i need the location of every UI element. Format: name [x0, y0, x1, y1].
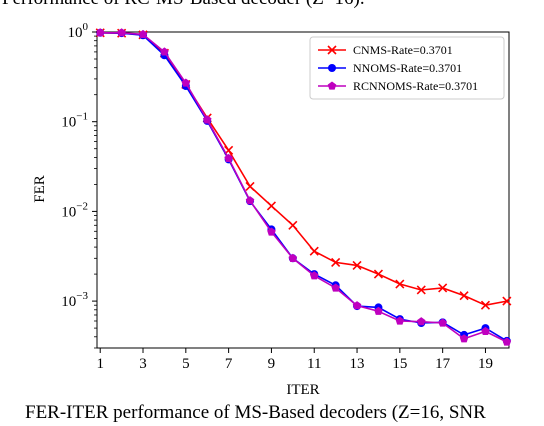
data-point [160, 47, 169, 56]
data-point [331, 283, 340, 292]
data-point [245, 181, 255, 191]
y-tick-label: 10−1 [61, 111, 88, 131]
data-point [481, 326, 490, 335]
x-tick-label: 5 [182, 356, 190, 372]
legend: CNMS-Rate=0.3701 NNOMS-Rate=0.3701 RCNNOMS… [309, 36, 505, 100]
data-point [95, 28, 105, 37]
data-point [373, 269, 384, 279]
data-point [138, 29, 148, 39]
legend-label: NNOMS-Rate=0.3701 [353, 61, 462, 75]
data-point [395, 279, 405, 289]
data-point [438, 318, 447, 327]
data-point [288, 253, 298, 262]
x-tick-label: 9 [268, 356, 276, 372]
series-3 [95, 28, 512, 346]
legend-entry: CNMS-Rate=0.3701 [318, 43, 453, 57]
legend-label: CNMS-Rate=0.3701 [353, 43, 453, 57]
legend-box [309, 36, 505, 100]
data-point [267, 227, 276, 236]
legend-label: RCNNOMS-Rate=0.3701 [353, 79, 478, 93]
x-tick-label: 3 [139, 356, 147, 372]
data-point [502, 296, 512, 306]
data-point [438, 283, 448, 293]
data-point [416, 317, 426, 326]
data-point [245, 196, 255, 205]
data-point [309, 271, 319, 280]
data-point [416, 285, 426, 295]
x-tick-label: 11 [307, 356, 321, 372]
y-tick-label: 10−3 [61, 290, 88, 310]
legend-entry: RCNNOMS-Rate=0.3701 [318, 79, 478, 93]
data-point [352, 301, 362, 310]
data-point [502, 337, 512, 346]
data-point [266, 201, 276, 211]
y-axis-label: FER [32, 175, 48, 203]
data-point [181, 78, 191, 87]
x-axis-label: ITER [286, 382, 319, 398]
x-tick-label: 1 [96, 356, 104, 372]
data-point [224, 153, 233, 163]
legend-entry: NNOMS-Rate=0.3701 [318, 61, 462, 75]
data-point [395, 316, 405, 325]
data-point [117, 28, 126, 37]
legend-marker [327, 45, 337, 55]
x-tick-label: 17 [435, 356, 451, 372]
legend-marker [327, 81, 337, 90]
x-tick-label: 15 [392, 356, 407, 372]
data-point [202, 115, 212, 124]
data-point [288, 220, 298, 230]
figure-caption-top: Performance of RC-MS-Based decoder (Z=16… [2, 0, 544, 10]
plot-area [96, 31, 510, 349]
data-point [309, 246, 319, 256]
data-point [374, 306, 383, 315]
y-tick-label: 100 [68, 21, 89, 41]
x-tick-label: 13 [350, 356, 365, 372]
x-tick-label: 7 [225, 356, 233, 372]
x-tick-label: 19 [478, 356, 493, 372]
data-point [352, 260, 362, 270]
y-tick-label: 10−2 [61, 200, 88, 220]
figure-caption-bottom: FER-ITER performance of MS-Based decoder… [25, 402, 486, 423]
data-point [331, 257, 341, 267]
data-point [459, 291, 469, 301]
legend-marker [328, 64, 336, 72]
data-point [480, 300, 491, 310]
data-point [459, 334, 469, 343]
